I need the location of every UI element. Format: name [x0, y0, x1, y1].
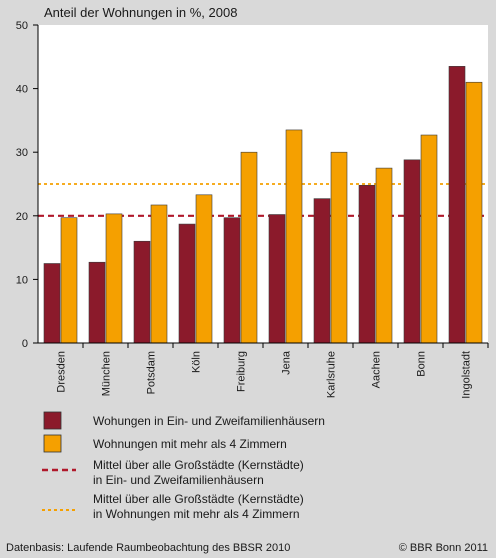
y-tick-label: 10 [16, 274, 28, 286]
bar-vier-zimmer [150, 204, 168, 344]
bar-einfamilien [358, 184, 376, 344]
x-tick-label: Ingolstadt [461, 351, 473, 399]
bar-einfamilien [43, 263, 61, 344]
bar-vier-zimmer [195, 194, 213, 344]
x-ticks: Dresden München Potsdam Köln Freiburg Jena Kar… [56, 343, 489, 399]
x-tick-label: Freiburg [236, 351, 248, 392]
bars [43, 66, 483, 344]
y-tick-label: 40 [16, 84, 28, 96]
legend: Wohungen in Ein- und Zweifamilienhäusern… [42, 411, 325, 521]
bar-vier-zimmer [330, 151, 348, 344]
bar-vier-zimmer [420, 134, 438, 344]
bar-einfamilien [313, 198, 331, 344]
y-tick-label: 0 [22, 338, 28, 350]
bar-vier-zimmer [240, 151, 258, 344]
legend-label-reference-1-line-2: in Ein- und Zweifamilienhäusern [93, 473, 264, 487]
legend-label-reference-1-line-1: Mittel über alle Großstädte (Kernstädte) [93, 458, 304, 472]
bar-einfamilien [448, 66, 466, 344]
legend-label-series-2: Wohnungen mit mehr als 4 Zimmern [93, 437, 287, 451]
x-tick-label: Jena [281, 350, 293, 375]
bar-vier-zimmer [375, 167, 393, 344]
chart-title: Anteil der Wohnungen in %, 2008 [44, 5, 237, 20]
legend-label-reference-2-line-2: in Wohnungen mit mehr als 4 Zimmern [93, 507, 300, 521]
legend-swatch-series-2 [43, 434, 62, 453]
x-tick-label: Karlsruhe [326, 351, 338, 398]
bar-einfamilien [268, 214, 286, 344]
x-tick-label: Potsdam [146, 351, 158, 394]
y-tick-label: 20 [16, 211, 28, 223]
legend-swatch-series-1 [43, 411, 62, 430]
bar-einfamilien [133, 240, 151, 344]
x-tick-label: München [101, 351, 113, 396]
y-tick-label: 50 [16, 20, 28, 32]
bar-einfamilien [223, 217, 241, 344]
bar-einfamilien [403, 159, 421, 344]
bar-vier-zimmer [285, 129, 303, 344]
y-tick-label: 30 [16, 147, 28, 159]
x-tick-label: Köln [191, 351, 203, 373]
bar-vier-zimmer [60, 217, 78, 344]
x-tick-label: Dresden [56, 351, 68, 393]
y-ticks: 0 10 20 30 40 50 [16, 20, 38, 350]
bar-einfamilien [88, 261, 106, 344]
legend-label-series-1: Wohungen in Ein- und Zweifamilienhäusern [93, 414, 325, 428]
x-tick-label: Aachen [371, 351, 383, 388]
x-tick-label: Bonn [416, 351, 428, 377]
legend-label-reference-2-line-1: Mittel über alle Großstädte (Kernstädte) [93, 492, 304, 506]
bar-einfamilien [178, 223, 196, 344]
bar-vier-zimmer [465, 81, 483, 344]
footer-copyright: © BBR Bonn 2011 [399, 542, 488, 554]
footer-source: Datenbasis: Laufende Raumbeobachtung des… [6, 542, 290, 554]
bar-vier-zimmer [105, 213, 123, 344]
